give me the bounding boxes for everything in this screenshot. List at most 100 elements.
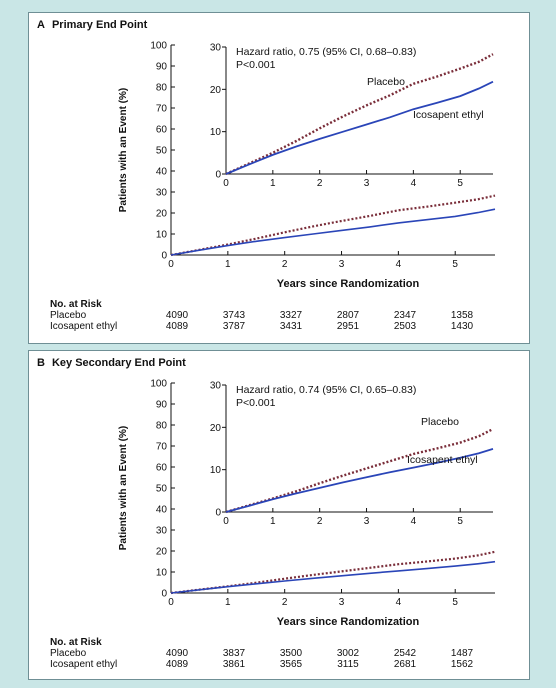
risk-value: 3861 (222, 659, 246, 670)
y-tick-label: 50 (156, 146, 168, 157)
y-tick-label: 10 (156, 230, 168, 241)
x-axis-title: Years since Randomization (277, 616, 420, 628)
inset-y-tick-label: 20 (210, 85, 222, 96)
x-tick-label: 4 (396, 259, 402, 270)
inset-x-tick-label: 4 (411, 516, 417, 527)
risk-value: 4089 (165, 321, 189, 332)
risk-row-label: Icosapent ethyl (50, 321, 118, 332)
inset-y-tick-label: 30 (210, 381, 222, 392)
x-tick-label: 0 (168, 259, 174, 270)
series-label-icosapent: Icosapent ethyl (413, 109, 484, 121)
inset-x-tick-label: 3 (364, 516, 370, 527)
y-tick-label: 90 (156, 400, 168, 411)
x-tick-label: 3 (339, 259, 345, 270)
panel-title: B Key Secondary End Point (37, 357, 186, 369)
y-tick-label: 40 (156, 167, 168, 178)
risk-value: 2542 (393, 648, 417, 659)
risk-value: 1358 (450, 310, 474, 321)
y-axis-title: Patients with an Event (%) (118, 88, 129, 212)
risk-table: No. at Risk Placebo 4090 3743 3327 2807 … (50, 299, 473, 332)
y-tick-label: 40 (156, 505, 168, 516)
inset-x-tick-label: 2 (317, 178, 323, 189)
risk-value: 2347 (393, 310, 417, 321)
inset-x-tick-label: 3 (364, 178, 370, 189)
x-axis-title: Years since Randomization (277, 278, 420, 290)
y-tick-label: 0 (161, 589, 167, 600)
inset-x-tick-label: 5 (457, 516, 463, 527)
risk-value: 2807 (336, 310, 360, 321)
y-tick-label: 100 (150, 41, 167, 52)
y-tick-label: 10 (156, 568, 168, 579)
x-tick-label: 3 (339, 597, 345, 608)
y-tick-label: 30 (156, 526, 168, 537)
p-value-label: P<0.001 (236, 59, 276, 71)
x-tick-label: 1 (225, 597, 231, 608)
risk-value: 2951 (336, 321, 360, 332)
p-value-label: P<0.001 (236, 397, 276, 409)
hazard-ratio-label: Hazard ratio, 0.74 (95% CI, 0.65–0.83) (236, 384, 416, 396)
y-tick-label: 60 (156, 125, 168, 136)
inset-y-tick-label: 10 (210, 127, 222, 138)
panel-letter: A (37, 19, 45, 31)
series-line-icosapent (170, 208, 496, 256)
risk-row-placebo: Placebo 4090 3837 3500 3002 2542 1487 (50, 648, 473, 659)
risk-value: 4089 (165, 659, 189, 670)
inset-x-tick-label: 4 (411, 178, 417, 189)
inset-x-tick-label: 1 (270, 178, 276, 189)
panel-key-secondary-end-point: B Key Secondary End Point 0 10 20 30 40 50 60 70… (28, 350, 530, 680)
risk-value: 4090 (165, 310, 189, 321)
hazard-ratio-label: Hazard ratio, 0.75 (95% CI, 0.68–0.83) (236, 46, 416, 58)
risk-value: 4090 (165, 648, 189, 659)
y-tick-label: 80 (156, 421, 168, 432)
y-tick-label: 90 (156, 62, 168, 73)
risk-value: 3327 (279, 310, 303, 321)
panel-title: A Primary End Point (37, 19, 147, 31)
y-tick-label: 80 (156, 83, 168, 94)
panel-primary-end-point: A Primary End Point 0 10 20 30 40 50 60 70 80 90 10… (28, 12, 530, 344)
risk-value: 1487 (450, 648, 474, 659)
risk-value: 2503 (393, 321, 417, 332)
risk-value: 3431 (279, 321, 303, 332)
risk-value: 2681 (393, 659, 417, 670)
risk-row-placebo: Placebo 4090 3743 3327 2807 2347 1358 (50, 310, 473, 321)
inset-series-line-icosapent (225, 80, 494, 175)
inset-series-line-placebo (225, 53, 494, 176)
inset-series-line-placebo (225, 427, 494, 514)
risk-row-label: Placebo (50, 310, 87, 321)
x-tick-label: 1 (225, 259, 231, 270)
y-tick-label: 50 (156, 484, 168, 495)
panel-title-text: Key Secondary End Point (51, 357, 186, 369)
series-line-icosapent (170, 560, 496, 594)
x-tick-label: 2 (282, 597, 288, 608)
x-tick-label: 4 (396, 597, 402, 608)
risk-row-label: Icosapent ethyl (50, 659, 118, 670)
series-line-placebo (170, 194, 496, 257)
risk-value: 3565 (279, 659, 303, 670)
inset-y-tick-label: 20 (210, 423, 222, 434)
panel-title-text: Primary End Point (51, 19, 148, 31)
inset-y-tick-label: 0 (215, 508, 221, 519)
series-label-placebo: Placebo (367, 76, 405, 88)
y-tick-label: 100 (150, 379, 167, 390)
y-tick-label: 20 (156, 209, 168, 220)
series-label-icosapent: Icosapent ethyl (407, 454, 478, 466)
inset-x-tick-label: 1 (270, 516, 276, 527)
risk-value: 1430 (450, 321, 474, 332)
risk-table: No. at Risk Placebo 4090 3837 3500 3002 … (50, 637, 473, 670)
x-tick-label: 0 (168, 597, 174, 608)
risk-value: 3743 (222, 310, 246, 321)
y-tick-label: 20 (156, 547, 168, 558)
risk-row-label: Placebo (50, 648, 87, 659)
risk-row-icosapent: Icosapent ethyl 4089 3861 3565 3115 2681… (50, 659, 473, 670)
y-tick-label: 30 (156, 188, 168, 199)
y-tick-label: 70 (156, 104, 168, 115)
risk-value: 1562 (450, 659, 474, 670)
inset-y-tick-label: 0 (215, 170, 221, 181)
risk-value: 3837 (222, 648, 246, 659)
risk-value: 3787 (222, 321, 246, 332)
series-label-placebo: Placebo (421, 416, 459, 428)
y-tick-label: 60 (156, 463, 168, 474)
x-tick-label: 2 (282, 259, 288, 270)
y-axis-title: Patients with an Event (%) (118, 426, 129, 550)
